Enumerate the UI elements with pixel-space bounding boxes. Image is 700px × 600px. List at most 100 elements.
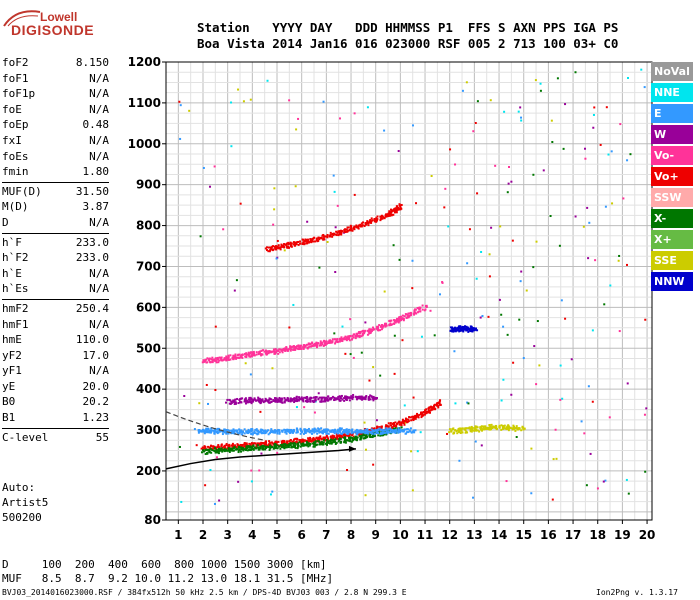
trace-point bbox=[362, 221, 365, 224]
noise-point bbox=[644, 470, 647, 473]
trace-point bbox=[274, 352, 277, 355]
trace-point bbox=[331, 434, 334, 437]
trace-point bbox=[207, 428, 210, 431]
trace-point bbox=[241, 445, 244, 448]
trace-point bbox=[281, 401, 284, 404]
trace-point bbox=[268, 246, 271, 249]
trace-point bbox=[227, 447, 230, 450]
trace-point bbox=[274, 430, 277, 433]
noise-point bbox=[334, 271, 337, 274]
trace-point bbox=[252, 400, 255, 403]
trace-point bbox=[371, 432, 374, 435]
trace-point bbox=[342, 430, 345, 433]
trace-point bbox=[375, 218, 378, 221]
profile-curve bbox=[165, 448, 357, 470]
trace-point bbox=[279, 248, 282, 251]
trace-point bbox=[320, 443, 323, 446]
legend-item: NNW bbox=[651, 272, 693, 291]
trace-point bbox=[219, 449, 222, 452]
trace-point bbox=[359, 395, 362, 398]
trace-point bbox=[340, 233, 343, 236]
autoscaling-info: Auto: Artist5 500200 bbox=[2, 480, 48, 525]
trace-point bbox=[326, 399, 329, 402]
trace-point bbox=[238, 448, 241, 451]
trace-point bbox=[438, 403, 441, 406]
noise-point bbox=[215, 456, 218, 459]
trace-point bbox=[286, 398, 289, 401]
scaled-parameters-panel: foF2 8.150 foF1 N/A foF1p N/A foE N/A foEp 0.48 fx… bbox=[2, 56, 109, 446]
trace-point bbox=[265, 353, 268, 356]
trace-point bbox=[265, 350, 268, 353]
trace-point bbox=[287, 243, 290, 246]
trace-point bbox=[281, 430, 284, 433]
trace-point bbox=[345, 428, 348, 431]
trace-point bbox=[234, 429, 237, 432]
trace-point bbox=[324, 428, 327, 431]
trace-point bbox=[376, 425, 379, 428]
noise-point bbox=[594, 259, 597, 262]
trace-point bbox=[339, 427, 342, 430]
param-row: B0 20.2 bbox=[2, 395, 109, 411]
trace-point bbox=[277, 352, 280, 355]
trace-point bbox=[385, 324, 388, 327]
noise-point bbox=[411, 489, 414, 492]
trace-point bbox=[379, 434, 382, 437]
trace-point bbox=[324, 400, 327, 403]
noise-point bbox=[564, 317, 567, 320]
trace-point bbox=[351, 431, 354, 434]
trace-point bbox=[400, 207, 403, 210]
trace-point bbox=[398, 316, 401, 319]
trace-point bbox=[311, 439, 314, 442]
trace-point bbox=[454, 429, 457, 432]
trace-point bbox=[215, 449, 218, 452]
trace-point bbox=[306, 242, 309, 245]
trace-point bbox=[204, 453, 207, 456]
trace-point bbox=[253, 397, 256, 400]
trace-point bbox=[304, 429, 307, 432]
trace-point bbox=[281, 245, 284, 248]
trace-point bbox=[481, 428, 484, 431]
trace-point bbox=[236, 448, 239, 451]
noise-point bbox=[276, 239, 279, 242]
noise-point bbox=[599, 143, 602, 146]
trace-point bbox=[233, 446, 236, 449]
noise-point bbox=[560, 299, 563, 302]
trace-point bbox=[488, 428, 491, 431]
x-tick-label: 1 bbox=[174, 528, 182, 542]
trace-point bbox=[381, 431, 384, 434]
trace-point bbox=[326, 436, 329, 439]
trace-point bbox=[276, 245, 279, 248]
trace-point bbox=[292, 429, 295, 432]
trace-point bbox=[201, 428, 204, 431]
trace-point bbox=[424, 412, 427, 415]
trace-point bbox=[350, 440, 353, 443]
noise-point bbox=[375, 419, 378, 422]
trace-point bbox=[280, 349, 283, 352]
noise-point bbox=[503, 110, 506, 113]
trace-point bbox=[366, 435, 369, 438]
trace-point bbox=[250, 428, 253, 431]
trace-point bbox=[264, 440, 267, 443]
trace-point bbox=[402, 317, 405, 320]
trace-point bbox=[290, 245, 293, 248]
trace-point bbox=[327, 341, 330, 344]
trace-point bbox=[337, 434, 340, 437]
trace-point bbox=[243, 352, 246, 355]
trace-point bbox=[376, 428, 379, 431]
trace-point bbox=[217, 444, 220, 447]
trace-point bbox=[262, 349, 265, 352]
trace-point bbox=[413, 311, 416, 314]
trace-point bbox=[228, 450, 231, 453]
trace-point bbox=[413, 431, 416, 434]
param-row: h`Es N/A bbox=[2, 282, 109, 298]
trace-point bbox=[260, 431, 263, 434]
trace-point bbox=[392, 429, 395, 432]
trace-point bbox=[309, 436, 312, 439]
trace-point bbox=[373, 434, 376, 437]
noise-point bbox=[288, 99, 291, 102]
trace-point bbox=[283, 428, 286, 431]
trace-point bbox=[432, 406, 435, 409]
trace-point bbox=[214, 447, 217, 450]
trace-point bbox=[219, 357, 222, 360]
trace-point bbox=[235, 448, 238, 451]
